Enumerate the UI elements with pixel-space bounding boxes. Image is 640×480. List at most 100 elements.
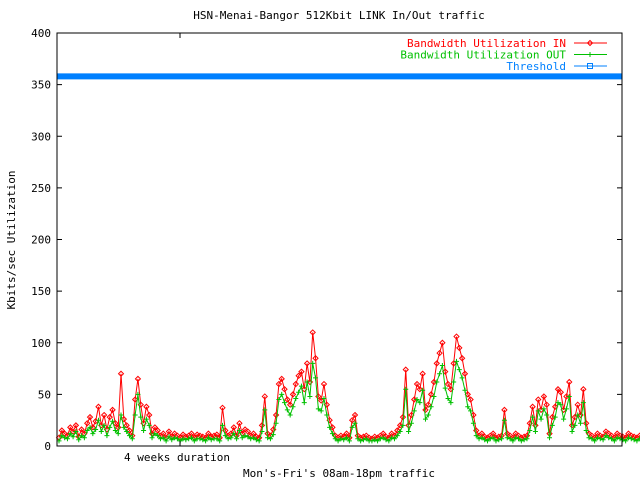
data-point [83, 420, 91, 427]
data-point [321, 396, 327, 402]
data-point [276, 397, 282, 403]
data-point [163, 438, 169, 444]
data-point [391, 436, 397, 442]
data-point [428, 404, 434, 410]
data-point [417, 400, 423, 406]
data-point [234, 436, 240, 442]
data-point [394, 433, 400, 439]
data-point [499, 436, 505, 442]
data-point [131, 396, 139, 403]
data-point [231, 431, 237, 437]
data-point [307, 393, 313, 399]
data-point [456, 344, 463, 352]
data-point [281, 386, 288, 393]
data-point [107, 424, 113, 430]
legend-label: Bandwidth Utilization IN [407, 37, 566, 50]
data-point [95, 417, 101, 423]
data-point [396, 422, 404, 429]
data-point [422, 416, 428, 422]
data-point [110, 418, 116, 424]
data-point [530, 414, 536, 420]
data-point [169, 437, 175, 443]
data-point [109, 406, 116, 414]
data-point [580, 400, 586, 406]
legend-marker [586, 39, 594, 47]
data-point [377, 436, 383, 442]
data-point [572, 422, 578, 428]
data-point [278, 375, 285, 383]
data-point [228, 435, 234, 441]
y-tick-label: 100 [31, 337, 51, 350]
data-point [425, 412, 431, 418]
data-point [586, 435, 592, 441]
data-point [62, 435, 68, 441]
data-point [123, 422, 130, 429]
data-point [549, 413, 556, 421]
data-point [411, 408, 417, 414]
data-point [256, 438, 262, 444]
data-point [578, 420, 584, 426]
data-point [87, 424, 93, 430]
data-point [284, 407, 290, 413]
data-point [146, 411, 153, 419]
data-point [504, 435, 510, 441]
data-point [538, 416, 544, 422]
data-point [205, 435, 211, 441]
data-point [434, 379, 440, 385]
data-point [575, 412, 581, 418]
y-tick-label: 300 [31, 130, 51, 143]
data-point [262, 407, 268, 413]
data-point [197, 436, 203, 442]
data-point [81, 435, 87, 441]
data-point [344, 435, 350, 441]
data-point [160, 435, 166, 441]
data-point [286, 401, 294, 408]
data-point [445, 396, 451, 402]
y-tick-label: 150 [31, 285, 51, 298]
data-point [290, 404, 296, 410]
data-point [230, 424, 237, 431]
data-point [67, 431, 73, 437]
data-point [329, 424, 336, 431]
data-point [200, 437, 206, 443]
data-point [406, 429, 412, 435]
data-point [78, 426, 85, 433]
data-point [253, 437, 259, 443]
data-point [555, 400, 561, 406]
data-point [571, 413, 579, 421]
data-point [349, 424, 355, 430]
data-point [459, 375, 465, 381]
data-point [287, 412, 293, 418]
duration-annotation: 4 weeks duration [124, 451, 230, 464]
data-point [625, 435, 631, 441]
data-point [152, 431, 158, 437]
data-point [563, 393, 570, 400]
data-point [414, 397, 420, 403]
data-point [104, 433, 110, 439]
data-point [272, 411, 280, 419]
data-point [450, 360, 457, 367]
data-point [501, 417, 507, 423]
chart-title: HSN-Menai-Bangor 512Kbit LINK In/Out tra… [193, 9, 484, 22]
data-point [270, 432, 276, 438]
data-point [561, 416, 567, 422]
data-point [126, 427, 133, 434]
data-point [516, 436, 522, 442]
data-point [220, 422, 226, 428]
data-point [580, 386, 587, 393]
data-point [594, 435, 600, 441]
data-point [265, 435, 271, 441]
data-point [453, 358, 459, 364]
data-point [64, 436, 70, 442]
data-point [208, 437, 214, 443]
data-point [236, 420, 243, 427]
data-point [535, 408, 541, 414]
data-point [69, 428, 77, 435]
data-point [338, 436, 344, 442]
data-point [332, 436, 338, 442]
data-point [444, 380, 452, 388]
data-point [427, 391, 435, 398]
data-point [369, 438, 375, 444]
data-point [507, 436, 513, 442]
